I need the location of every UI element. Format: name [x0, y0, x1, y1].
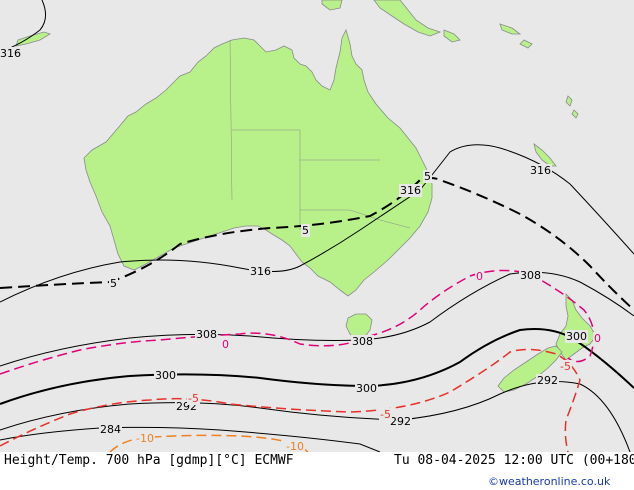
contour-label: 0	[476, 270, 483, 283]
contour-label: -5	[188, 392, 199, 405]
label-background	[285, 440, 305, 452]
new-caledonia	[533, 143, 557, 167]
isotherm-zero	[0, 269, 595, 375]
label-background	[187, 392, 200, 405]
solomon-islands	[499, 23, 533, 49]
contour-label: 308	[196, 328, 217, 341]
contour-label: 5	[424, 170, 431, 183]
borders	[229, 39, 411, 230]
label-background	[135, 432, 155, 445]
label-background	[249, 265, 272, 278]
map-title: Height/Temp. 700 hPa [gdmp][°C] ECMWF	[4, 453, 294, 468]
temp-contours	[0, 177, 634, 452]
contour-label: -5	[560, 360, 571, 373]
credit-link[interactable]: ©weatheronline.co.uk	[488, 475, 611, 488]
contour-label: 5	[302, 224, 309, 237]
label-background	[379, 408, 392, 421]
land-masses	[15, 0, 597, 393]
contour-label: 284	[100, 423, 121, 436]
valid-time: Tu 08-04-2025 12:00 UTC (00+180)	[394, 453, 634, 468]
contour-label: 308	[352, 335, 373, 348]
label-background	[109, 277, 118, 290]
contour-label: 0	[594, 332, 601, 345]
north-corner-land	[321, 0, 343, 11]
contour-label: 316	[250, 265, 271, 278]
contour-label: -10	[136, 432, 154, 445]
label-background	[154, 369, 177, 382]
weather-map: 316 316 316 316 308 308 308 300 300 300 …	[0, 0, 634, 452]
label-background	[351, 335, 374, 348]
contour-label: 316	[400, 184, 421, 197]
new-guinea	[373, 0, 442, 37]
label-background	[423, 170, 432, 183]
label-background	[301, 224, 310, 237]
contour-label-group: 316 316 316 316 308 308 308 300 300 300 …	[0, 47, 602, 452]
label-background	[536, 374, 559, 387]
label-background	[0, 47, 22, 60]
contour-label: 292	[537, 374, 558, 387]
contour-label: 308	[520, 269, 541, 282]
label-background	[389, 415, 412, 428]
contour-316-nw	[0, 0, 46, 53]
contour-label: 5	[110, 277, 117, 290]
isotherm-minus10	[109, 434, 309, 452]
isotherm-minus5	[0, 348, 581, 452]
map-footer: Height/Temp. 700 hPa [gdmp][°C] ECMWF Tu…	[0, 452, 634, 490]
contour-label: 300	[356, 382, 377, 395]
new-zealand-north-island	[555, 293, 597, 361]
tasmania	[345, 313, 373, 341]
label-background	[99, 423, 122, 436]
contour-label: 300	[155, 369, 176, 382]
contour-label: 316	[0, 47, 21, 60]
contour-284	[0, 426, 381, 452]
label-background	[475, 270, 484, 283]
label-background	[399, 184, 422, 197]
papua-east-tip	[443, 29, 461, 43]
contour-label: 300	[566, 330, 587, 343]
contour-label: 292	[390, 415, 411, 428]
label-background	[195, 328, 218, 341]
label-background	[565, 330, 588, 343]
label-background	[529, 164, 552, 177]
contour-label: -10	[286, 440, 304, 452]
contour-label: 316	[530, 164, 551, 177]
label-background	[593, 332, 602, 345]
contour-label: -5	[380, 408, 391, 421]
vanuatu-islands	[565, 95, 579, 119]
label-background	[221, 338, 230, 351]
contour-label: 0	[222, 338, 229, 351]
isotherm-plus5	[0, 177, 634, 311]
label-background	[355, 382, 378, 395]
label-background	[559, 360, 572, 373]
label-background	[519, 269, 542, 282]
